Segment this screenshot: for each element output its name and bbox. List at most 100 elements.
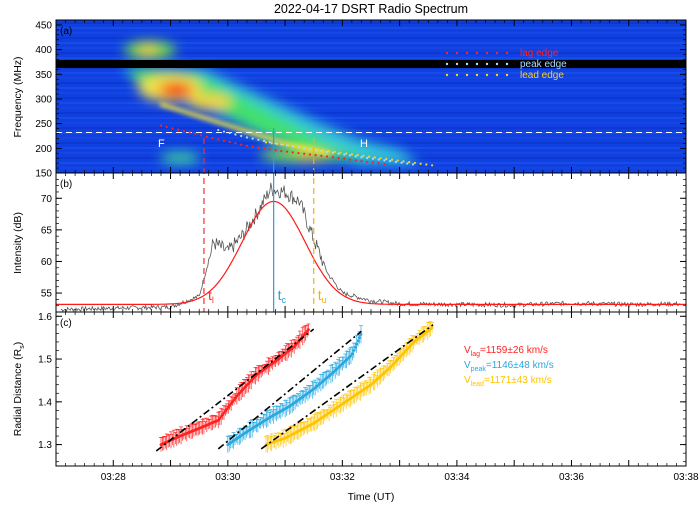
legend-dot	[485, 62, 489, 66]
lag-edge-dot	[280, 149, 283, 153]
lag-edge-dot	[262, 147, 266, 150]
x-tick-label: 03:30	[215, 472, 240, 483]
lead-edge-dot	[396, 159, 399, 162]
speed-label-main: V	[464, 345, 471, 356]
lag-edge-dot	[228, 140, 231, 144]
peak-point	[350, 352, 354, 356]
spectrum-stripe	[56, 37, 686, 39]
panel-a-y-tick-label: 450	[35, 20, 52, 31]
lead-point	[430, 326, 434, 330]
peak-edge-dot	[331, 151, 334, 154]
legend-dot	[495, 62, 499, 66]
lag-edge-dot	[240, 143, 243, 146]
peak-edge-dot	[314, 148, 317, 152]
panel-a-ylabel: Frequency (MHz)	[12, 56, 24, 137]
lag-edge-dot	[291, 151, 294, 154]
legend-dot	[475, 62, 479, 66]
lag-edge-dot	[348, 158, 352, 161]
legend-dot	[505, 51, 509, 55]
lag-edge-dot	[303, 152, 306, 155]
lead-edge-dot	[362, 154, 365, 157]
panel-c-ylabel-sub: s	[19, 345, 26, 349]
legend-lag-edge: lag edge	[520, 48, 559, 59]
lead-edge-dot	[293, 145, 296, 148]
peak-edge-dot	[274, 142, 277, 145]
x-tick-label: 03:28	[101, 472, 126, 483]
spectrum-stripe	[56, 77, 686, 79]
peak-point	[356, 339, 360, 343]
gaussian-fit-line	[56, 200, 686, 305]
lag-edge-dot	[177, 128, 180, 131]
peak-edge-dot	[371, 157, 375, 160]
spectrum-stripe	[56, 52, 686, 54]
lag-edge-dot	[222, 139, 226, 142]
lead-edge-dot	[385, 157, 388, 161]
spectrum-stripe	[56, 117, 686, 119]
peak-edge-dot	[291, 145, 294, 148]
peak-edge-dot	[400, 161, 403, 164]
panel-a-y-tick-label: 300	[35, 94, 52, 105]
spectrum-stripe	[56, 97, 686, 99]
spectrum-stripe	[56, 167, 686, 169]
lead-edge-dot	[373, 156, 376, 159]
panel-c-distance	[155, 321, 435, 454]
spectrum-stripe	[56, 112, 686, 114]
panel-b-intensity	[56, 182, 686, 312]
legend-lead-edge: lead edge	[520, 70, 564, 81]
peak-edge-dot	[240, 134, 243, 138]
burst-emission	[122, 41, 420, 164]
lag-edge-dot	[297, 151, 300, 155]
legend-dot	[455, 51, 459, 55]
peak-edge-dot	[257, 138, 260, 141]
panel-c-ylabel-main: Radial Distance (R	[12, 348, 24, 436]
peak-point	[355, 342, 359, 346]
peak-edge-dot	[245, 136, 249, 139]
lag-edge-dot	[354, 159, 357, 162]
legend-dot	[475, 51, 479, 55]
panel-c-y-tick-label: 1.5	[38, 355, 52, 366]
spectrum-stripe	[56, 92, 686, 94]
lag-edge-dot	[251, 145, 254, 148]
legend-dot	[505, 62, 509, 66]
lag-edge-dot	[245, 144, 249, 147]
speed-label-value: =1146±48 km/s	[486, 360, 554, 371]
lag-edge-dot	[171, 127, 174, 130]
x-tick-label: 03:36	[559, 472, 584, 483]
lead-edge-dot	[379, 157, 382, 160]
peak-edge-dot	[348, 154, 352, 157]
peak-fit-line	[217, 330, 362, 450]
lag-edge-dot	[217, 138, 220, 141]
legend-dot	[455, 62, 459, 66]
legend-dot	[465, 51, 469, 55]
peak-edge-dot	[251, 137, 254, 140]
peak-edge-dot	[411, 163, 415, 166]
lead-edge-dot	[276, 142, 279, 146]
peak-edge-dot	[320, 149, 323, 153]
lag-edge-dot	[366, 160, 369, 163]
peak-edge-dot	[388, 160, 392, 163]
marker-label-u: tu	[318, 287, 327, 305]
lag-edge-dot	[257, 146, 260, 149]
peak-point	[349, 354, 353, 358]
legend-dot	[445, 62, 449, 66]
marker-sub-c: c	[282, 295, 287, 305]
lag-edge-dot	[182, 130, 186, 133]
lead-edge-dot	[402, 160, 405, 163]
speed-label-peak: Vpeak=1146±48 km/s	[464, 360, 554, 373]
panel-a-annotation-f: F	[158, 138, 165, 150]
peak-edge-dot	[325, 150, 329, 153]
lag-edge-dot	[211, 136, 214, 140]
panel-b-ylabel: Intensity (dB)	[12, 212, 24, 274]
lead-edge-dot	[350, 153, 354, 156]
legend-dot	[445, 73, 449, 77]
legend-dot	[465, 62, 469, 66]
lead-edge-dot	[327, 149, 331, 153]
peak-edge-dot	[285, 144, 289, 147]
legend-dot	[495, 51, 499, 55]
peak-edge-dot	[268, 141, 271, 144]
lead-edge-dot	[430, 164, 434, 167]
peak-edge-dot	[394, 160, 397, 164]
peak-point	[353, 345, 357, 349]
speed-label-sub: lag	[471, 351, 480, 358]
